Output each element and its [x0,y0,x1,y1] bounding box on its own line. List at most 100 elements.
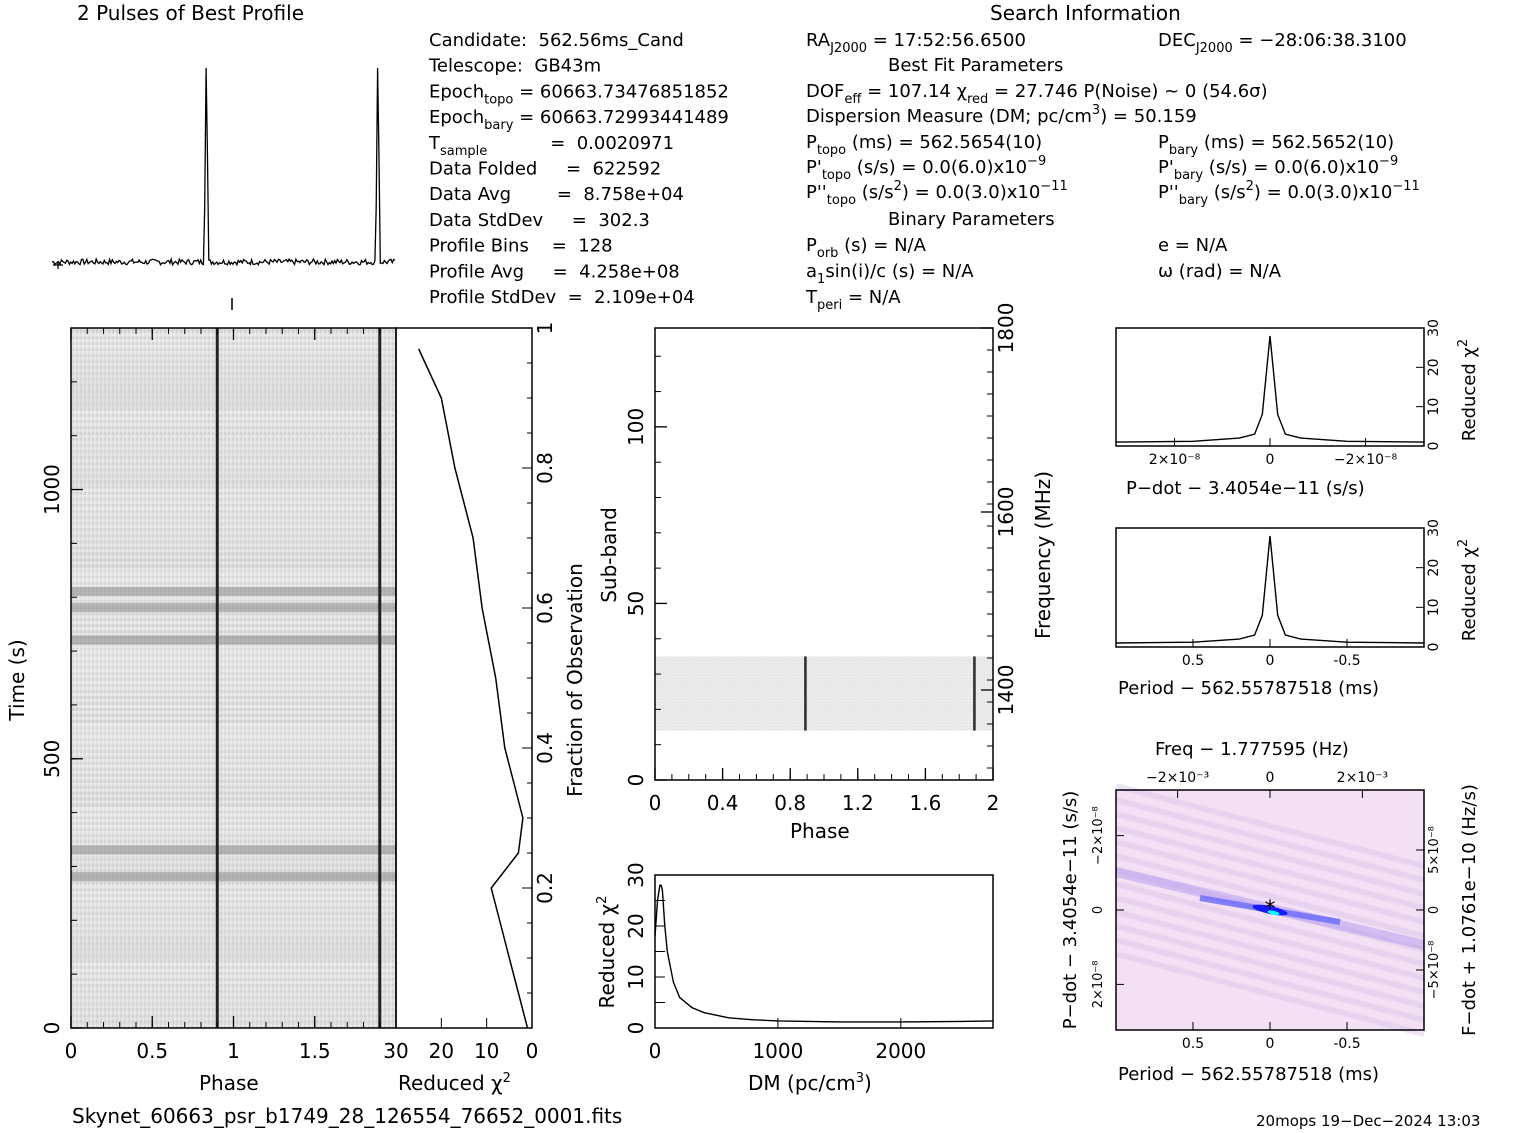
tp-dark-row [71,603,396,612]
tp-row [71,678,396,681]
pdot-xlabel: P−dot − 3.4054e−11 (s/s) [1126,478,1365,499]
tp-row [71,707,396,711]
tp-row [71,766,396,770]
period-ylabel: Reduced χ2 [1456,539,1480,641]
sb-xtick-label: 1.6 [909,791,941,815]
tp-row [71,903,396,907]
tp-row [71,998,396,1002]
ppdot-ylabel2: F−dot + 1.0761e−10 (Hz/s) [1459,784,1480,1036]
ppdot-streak [1115,881,1425,967]
tp-row [71,594,396,598]
ppdot-ylabel: P−dot − 3.4054e−11 (s/s) [1060,791,1081,1030]
tp-row [71,600,396,604]
ct-xlabel: Reduced χ2 [398,1071,511,1095]
ct-xtick-label: 30 [383,1039,408,1063]
tp-row [71,500,396,504]
ppdot-streak [1115,783,1425,869]
tp-row [71,855,396,859]
info-row: Profile Avg = 4.258e+08 [429,261,680,282]
ppdot-xtick-label: 0 [1266,1036,1275,1052]
tp-row [71,464,396,468]
tp-row [71,808,396,812]
tp-ytick-label: 0 [40,1022,64,1035]
sb-ftick-label: 1800 [994,303,1018,354]
tp-row [71,416,396,420]
tp-row [71,547,396,551]
tp-pulse-track [378,328,382,1028]
tp-row [71,399,396,403]
tp-row [71,755,396,759]
tp-row [71,339,396,343]
tp-row [71,826,396,830]
ppdot-streak [1115,839,1425,925]
tp-row [71,778,396,782]
tp-row [71,796,396,800]
tp-row [71,832,396,836]
dm-chi2-plot: 0 1000 2000 0 10 20 30 [624,862,994,1063]
ct-xtick-label: 10 [474,1039,499,1063]
tp-row [71,660,396,664]
tp-dark-row [71,872,396,882]
sb-ytick-label: 0 [624,774,648,787]
tp-row [71,422,396,426]
tp-row [71,476,396,480]
tp-row [71,494,396,498]
sb-ylabel2: Frequency (MHz) [1031,471,1055,639]
pdot-bary-line: P'bary (s/s) = 0.0(6.0)x10−9 [1158,154,1398,183]
sb-ytick-label: 50 [624,591,648,616]
tp-row [71,666,396,670]
pdotplot-frame [1115,327,1425,447]
info-column-2: RAJ2000 = 17:52:56.6500 DECJ2000 = −28:0… [805,30,1420,313]
tp-row [71,369,396,373]
ppdot-streak [1115,895,1425,981]
tp-row [71,772,396,776]
info-row: Epochbary = 60663.72993441489 [429,107,729,133]
tp-row [71,571,396,575]
tp-dark-row [71,635,396,645]
sb-xtick-label: 0.4 [707,791,739,815]
dm-ytick-label: 10 [624,964,648,989]
dm-frame [654,874,994,1029]
tp-row [71,458,396,462]
info-row: Profile StdDev = 2.109e+04 [429,287,695,308]
sb-xtick-label: 1.2 [842,791,874,815]
ppdot-toptick-label: −2×10⁻³ [1146,770,1209,786]
tp-row [71,428,396,432]
a1-line: a1sin(i)/c (s) = N/A [806,261,974,287]
sb-xtick-label: 0.8 [774,791,806,815]
dm-ylabel: Reduced χ2 [595,896,619,1009]
tp-row [71,790,396,794]
tp-row [71,956,396,960]
binary-header: Binary Parameters [888,209,1055,230]
tp-row [71,891,396,895]
tp-row [71,375,396,379]
ct-ylabel: Fraction of Observation [563,563,587,797]
tp-row [71,968,396,972]
info-row: Telescope: GB43m [428,56,601,77]
tp-row [71,345,396,349]
tp-row [71,1004,396,1008]
tp-row [71,612,396,616]
tp-row [71,630,396,634]
ppdot-xtick-label: -0.5 [1333,1036,1360,1052]
dm-xlabel: DM (pc/cm3) [748,1071,872,1095]
tp-row [71,909,396,913]
tp-xtick-label: 1.5 [299,1039,331,1063]
tp-row [71,915,396,919]
dm-line: Dispersion Measure (DM; pc/cm3) = 50.159 [806,103,1197,127]
footer-stamp: 20mops 19−Dec−2024 13:03 [1256,1112,1480,1130]
sb-xtick-label: 2 [987,791,1000,815]
tp-row [71,440,396,444]
tp-row [71,654,396,658]
tp-row [71,761,396,765]
tp-row [71,950,396,954]
ppdot-streak [1115,797,1425,883]
tp-pulse-track [215,328,219,1028]
tp-row [71,861,396,865]
ppdot-rtick-label: 0 [1427,906,1442,914]
period-xlabel: Period − 562.55787518 (ms) [1118,678,1379,699]
tp-row [71,405,396,409]
tp-dark-row [71,845,396,855]
ppdot-streak [1115,951,1425,1037]
